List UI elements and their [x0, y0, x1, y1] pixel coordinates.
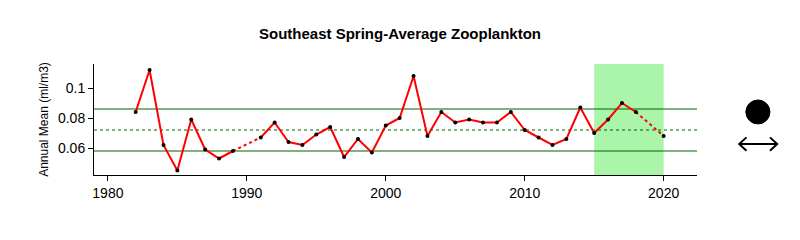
- svg-text:0.1: 0.1: [66, 80, 86, 96]
- svg-text:Annual Mean (ml/m3): Annual Mean (ml/m3): [37, 62, 51, 177]
- svg-text:Southeast Spring-Average Zoopl: Southeast Spring-Average Zooplankton: [259, 25, 541, 42]
- svg-text:0.06: 0.06: [58, 140, 85, 156]
- svg-text:1980: 1980: [92, 185, 123, 201]
- svg-text:0.08: 0.08: [58, 110, 85, 126]
- svg-text:2020: 2020: [648, 185, 679, 201]
- svg-text:1990: 1990: [231, 185, 262, 201]
- svg-text:2000: 2000: [370, 185, 401, 201]
- svg-text:2010: 2010: [509, 185, 540, 201]
